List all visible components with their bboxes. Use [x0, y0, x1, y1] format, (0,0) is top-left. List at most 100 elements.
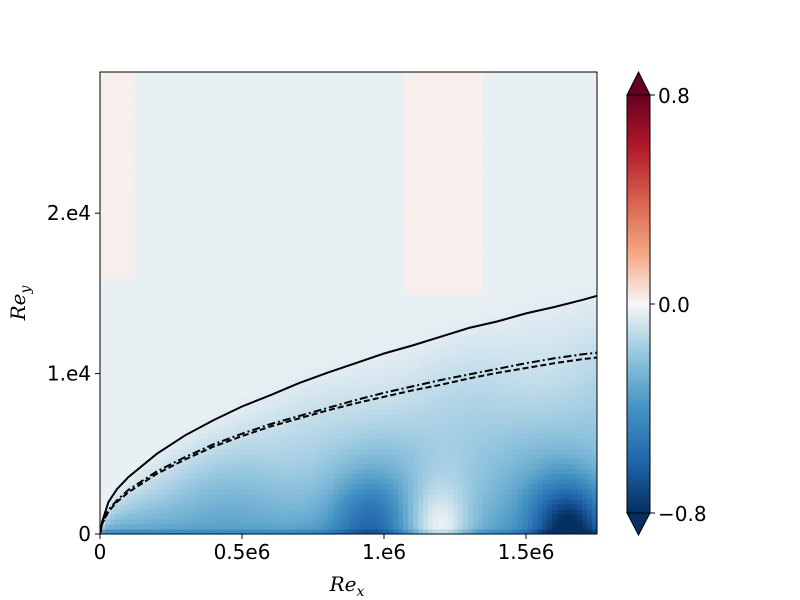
field-cell	[149, 97, 156, 103]
field-cell	[204, 473, 210, 480]
field-cell	[164, 92, 171, 98]
field-cell	[338, 363, 345, 369]
field-cell	[114, 102, 121, 108]
field-cell	[293, 468, 300, 475]
field-cell	[293, 443, 300, 450]
field-cell	[363, 232, 369, 239]
field-cell	[353, 287, 360, 294]
field-cell	[244, 187, 250, 194]
field-cell	[268, 458, 275, 465]
field-cell	[159, 448, 166, 455]
field-cell	[100, 272, 106, 279]
field-cell	[323, 378, 330, 384]
field-cell	[119, 82, 126, 88]
field-cell	[288, 167, 295, 174]
field-cell	[199, 508, 205, 515]
field-cell	[209, 187, 215, 194]
field-cell	[139, 167, 146, 174]
field-cell	[358, 147, 365, 153]
field-cell	[328, 72, 335, 78]
field-cell	[343, 488, 350, 495]
field-cell	[249, 182, 255, 189]
field-cell	[174, 297, 181, 304]
field-cell	[363, 77, 369, 83]
field-cell	[109, 348, 116, 354]
field-cell	[283, 478, 290, 485]
field-cell	[199, 247, 205, 254]
field-cell	[353, 292, 360, 299]
field-cell	[363, 142, 369, 148]
field-cell	[100, 87, 106, 93]
field-cell	[189, 162, 196, 169]
field-cell	[224, 303, 230, 309]
field-cell	[129, 478, 136, 485]
field-cell	[129, 333, 136, 339]
field-cell	[328, 282, 335, 289]
field-cell	[154, 308, 161, 314]
field-cell	[214, 212, 220, 219]
field-cell	[179, 323, 186, 329]
field-cell	[303, 102, 310, 108]
field-cell	[234, 202, 240, 209]
field-cell	[323, 297, 330, 304]
field-cell	[114, 353, 121, 359]
field-cell	[114, 448, 121, 455]
field-cell	[219, 242, 225, 249]
field-cell	[109, 308, 116, 314]
field-cell	[104, 443, 111, 450]
field-cell	[249, 152, 255, 158]
field-cell	[308, 287, 315, 294]
field-cell	[144, 137, 151, 143]
field-cell	[194, 353, 200, 359]
field-cell	[363, 313, 369, 319]
field-cell	[308, 267, 315, 274]
field-cell	[214, 478, 220, 485]
field-cell	[358, 212, 365, 219]
field-cell	[104, 313, 111, 319]
field-cell	[348, 458, 355, 465]
field-cell	[164, 313, 171, 319]
field-cell	[273, 162, 280, 169]
field-cell	[338, 433, 345, 440]
field-cell	[318, 518, 325, 525]
field-cell	[164, 142, 171, 148]
field-cell	[234, 297, 240, 304]
field-cell	[139, 403, 146, 410]
field-cell	[219, 508, 225, 515]
field-cell	[134, 292, 141, 299]
field-cell	[303, 523, 310, 530]
field-cell	[298, 142, 305, 148]
field-cell	[244, 478, 250, 485]
field-cell	[338, 147, 345, 153]
field-cell	[268, 508, 275, 515]
field-cell	[234, 117, 240, 123]
field-cell	[239, 523, 245, 530]
field-cell	[298, 122, 305, 128]
field-cell	[209, 127, 215, 133]
field-cell	[323, 212, 330, 219]
field-cell	[100, 493, 106, 500]
field-cell	[303, 207, 310, 214]
field-cell	[343, 348, 350, 354]
field-cell	[254, 448, 260, 455]
field-cell	[283, 333, 290, 339]
field-cell	[333, 423, 340, 430]
field-cell	[214, 483, 220, 490]
field-cell	[328, 232, 335, 239]
field-cell	[273, 292, 280, 299]
field-cell	[348, 277, 355, 284]
field-cell	[313, 338, 320, 344]
field-cell	[129, 267, 136, 274]
field-cell	[104, 182, 111, 189]
field-cell	[273, 438, 280, 445]
field-cell	[348, 122, 355, 128]
field-cell	[174, 388, 181, 394]
field-cell	[199, 358, 205, 364]
field-cell	[313, 107, 320, 113]
field-cell	[239, 187, 245, 194]
field-cell	[100, 167, 106, 174]
field-cell	[114, 478, 121, 485]
field-cell	[254, 463, 260, 470]
field-cell	[119, 433, 126, 440]
field-cell	[358, 403, 365, 410]
